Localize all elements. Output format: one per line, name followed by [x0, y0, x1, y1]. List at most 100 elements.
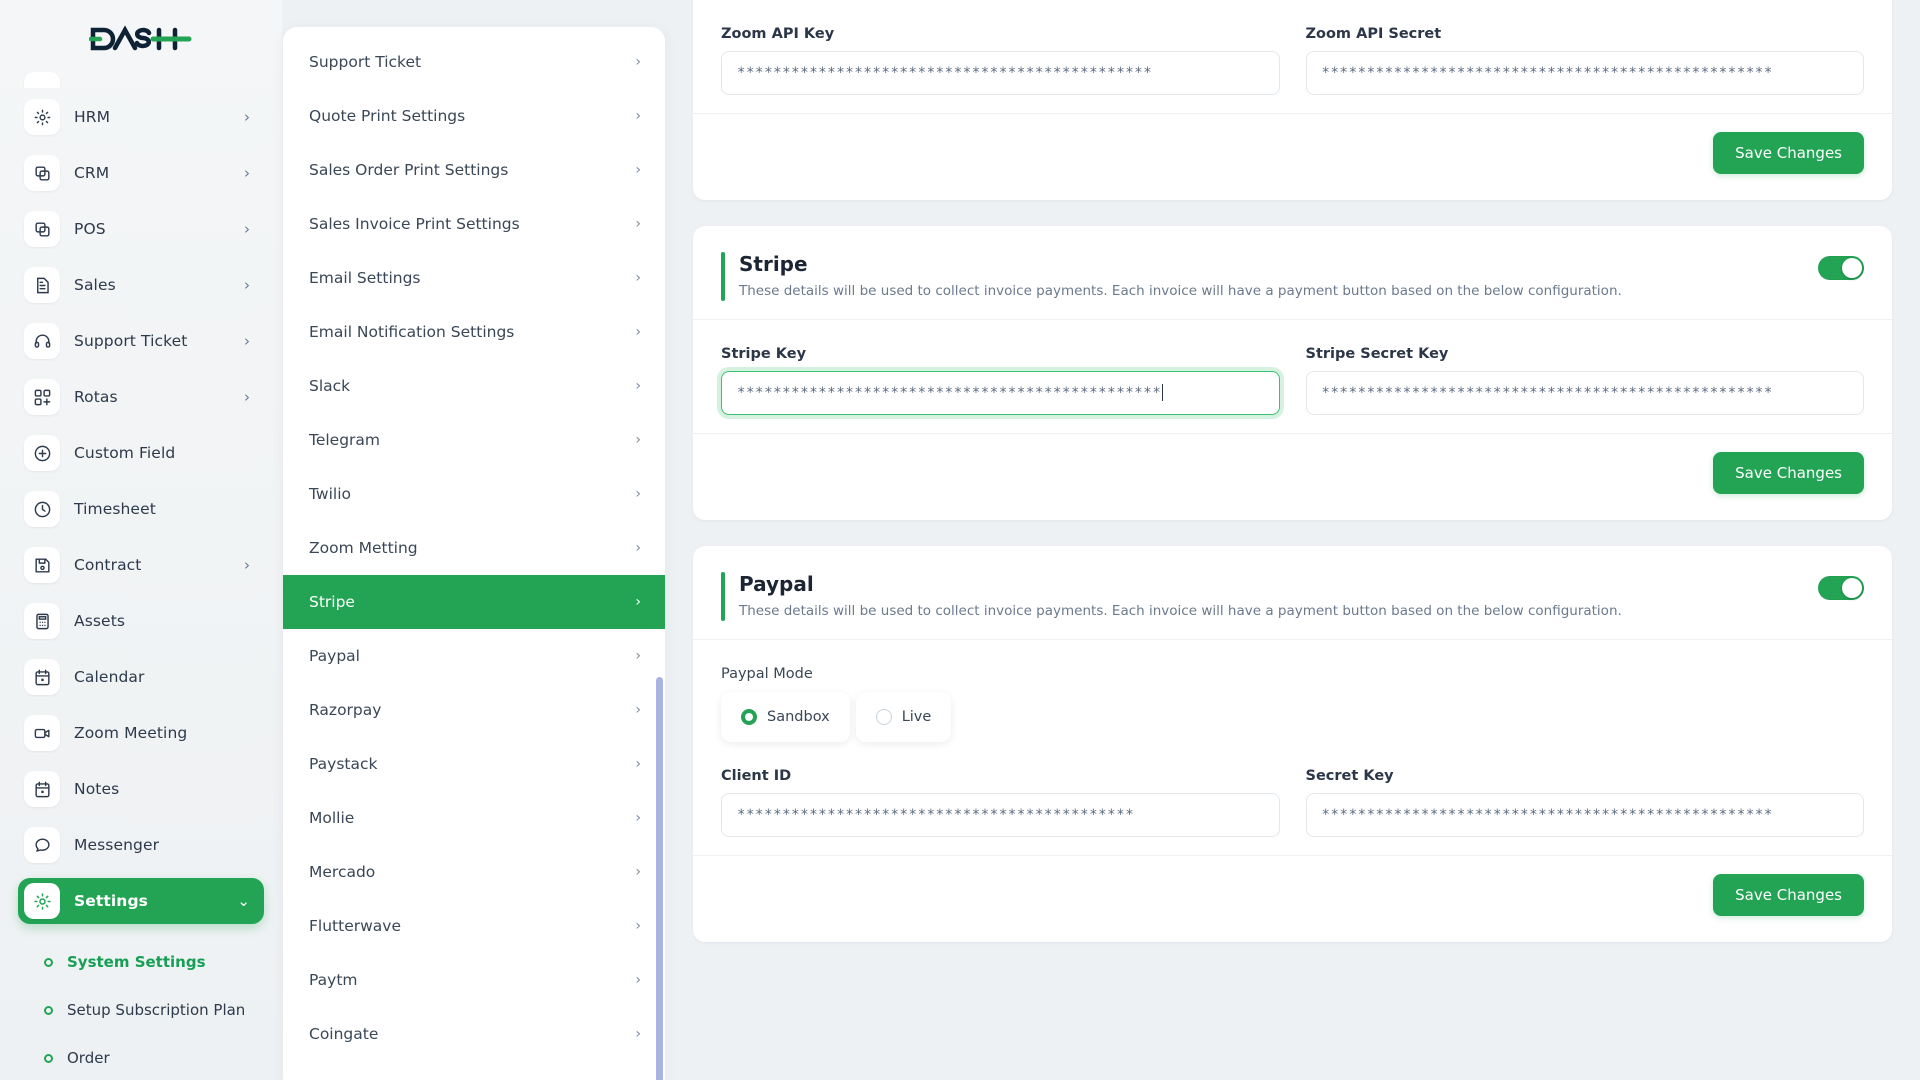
settings-menu-scrollbar[interactable]: [656, 677, 663, 1080]
settings-menu-item-stripe[interactable]: Stripe ›: [283, 575, 665, 629]
settings-menu-item-label: Email Notification Settings: [309, 323, 515, 341]
settings-menu-item-label: Slack: [309, 377, 351, 395]
settings-menu-item-razorpay[interactable]: Razorpay ›: [283, 683, 665, 737]
sidebar-item-custom-field[interactable]: Custom Field: [18, 430, 264, 476]
main-content[interactable]: Zoom API Key ***************************…: [665, 0, 1920, 1080]
settings-menu-item-telegram[interactable]: Telegram ›: [283, 413, 665, 467]
settings-menu-item-label: Paypal: [309, 647, 360, 665]
settings-menu-item-paystack[interactable]: Paystack ›: [283, 737, 665, 791]
zoom-save-changes-button[interactable]: Save Changes: [1713, 132, 1864, 174]
chevron-right-icon: ›: [635, 324, 641, 340]
settings-menu-item-mercado[interactable]: Mercado ›: [283, 845, 665, 899]
stripe-secret-key-input[interactable]: ****************************************…: [1305, 370, 1864, 415]
paypal-form-body: Paypal Mode Sandbox Live Client ID *****…: [693, 640, 1892, 855]
sidebar-item-zoom-meeting[interactable]: Zoom Meeting: [18, 710, 264, 756]
settings-menu-item-support-ticket[interactable]: Support Ticket ›: [283, 35, 665, 89]
sidebar-item-crm[interactable]: CRM ›: [18, 150, 264, 196]
sidebar-item-messenger[interactable]: Messenger: [18, 822, 264, 868]
sidebar-subitem-order[interactable]: Order: [18, 1034, 264, 1080]
settings-menu-item-paypal[interactable]: Paypal ›: [283, 629, 665, 683]
paypal-card-header: Paypal These details will be used to col…: [693, 546, 1892, 639]
plus-circle-icon: [24, 435, 60, 471]
chevron-right-icon: ›: [635, 972, 641, 988]
paypal-settings-card: Paypal These details will be used to col…: [693, 545, 1892, 942]
chevron-right-icon: ›: [635, 702, 641, 718]
sidebar-subitem-setup-subscription-plan[interactable]: Setup Subscription Plan: [18, 986, 264, 1034]
sidebar-item-timesheet[interactable]: Timesheet: [18, 486, 264, 532]
settings-menu-item-zoom-metting[interactable]: Zoom Metting ›: [283, 521, 665, 575]
rotas-icon: [24, 379, 60, 415]
sidebar-item-rotas[interactable]: Rotas ›: [18, 374, 264, 420]
paypal-client-id-input[interactable]: ****************************************…: [721, 792, 1280, 837]
sidebar-item-hrm[interactable]: HRM ›: [18, 94, 264, 140]
chevron-right-icon: ›: [244, 387, 250, 406]
sidebar-nav-scroll[interactable]: HRM › CRM ›: [0, 72, 282, 1080]
chevron-right-icon: ›: [244, 555, 250, 574]
paypal-mode-live-option[interactable]: Live: [855, 691, 952, 742]
settings-menu-item-skrill[interactable]: Skrill ›: [283, 1061, 665, 1080]
zoom-api-key-input[interactable]: ****************************************…: [721, 51, 1280, 95]
text-cursor: [1162, 384, 1164, 402]
sidebar-item-support-ticket[interactable]: Support Ticket ›: [18, 318, 264, 364]
zoom-api-key-group: Zoom API Key ***************************…: [721, 26, 1280, 95]
sidebar-item-sales[interactable]: Sales ›: [18, 262, 264, 308]
paypal-save-changes-button[interactable]: Save Changes: [1713, 873, 1864, 916]
paypal-card-footer: Save Changes: [693, 856, 1892, 942]
sidebar-subitem-label: Order: [67, 1049, 110, 1067]
sidebar-subitem-system-settings[interactable]: System Settings: [18, 938, 264, 986]
settings-menu-item-sales-invoice-print-settings[interactable]: Sales Invoice Print Settings ›: [283, 197, 665, 251]
stripe-form-body: Stripe Key *****************************…: [693, 320, 1892, 433]
settings-menu-item-label: Stripe: [309, 593, 355, 611]
stripe-key-input[interactable]: ****************************************…: [721, 370, 1280, 415]
notes-icon: [24, 771, 60, 807]
stripe-enable-toggle[interactable]: [1818, 256, 1864, 280]
sidebar-item-label: Messenger: [74, 836, 160, 854]
settings-menu-item-email-settings[interactable]: Email Settings ›: [283, 251, 665, 305]
zoom-field-row: Zoom API Key ***************************…: [721, 26, 1864, 95]
sidebar-item-pos[interactable]: POS ›: [18, 206, 264, 252]
sidebar-item-calendar[interactable]: Calendar: [18, 654, 264, 700]
brand-logo[interactable]: [0, 0, 282, 78]
settings-menu-item-twilio[interactable]: Twilio ›: [283, 467, 665, 521]
chevron-right-icon: ›: [635, 648, 641, 664]
settings-menu-item-flutterwave[interactable]: Flutterwave ›: [283, 899, 665, 953]
paypal-mode-sandbox-option[interactable]: Sandbox: [721, 691, 850, 742]
paypal-client-id-group: Client ID ******************************…: [721, 768, 1280, 837]
divider: [693, 638, 1892, 640]
calendar-icon: [24, 659, 60, 695]
settings-menu-item-email-notification-settings[interactable]: Email Notification Settings ›: [283, 305, 665, 359]
settings-menu-item-coingate[interactable]: Coingate ›: [283, 1007, 665, 1061]
settings-menu-item-sales-order-print-settings[interactable]: Sales Order Print Settings ›: [283, 143, 665, 197]
settings-menu-item-label: Sales Invoice Print Settings: [309, 215, 520, 233]
settings-menu-item-mollie[interactable]: Mollie ›: [283, 791, 665, 845]
bullet-icon: [44, 1053, 53, 1063]
divider: [693, 432, 1892, 434]
settings-menu-item-quote-print-settings[interactable]: Quote Print Settings ›: [283, 89, 665, 143]
hrm-icon: [24, 99, 60, 135]
divider: [693, 854, 1892, 856]
settings-menu-item-label: Razorpay: [309, 701, 382, 719]
sidebar-item-assets[interactable]: Assets: [18, 598, 264, 644]
sidebar-item-label: CRM: [74, 164, 110, 182]
paypal-mode-option-label: Sandbox: [767, 708, 830, 725]
settings-menu-item-slack[interactable]: Slack ›: [283, 359, 665, 413]
chevron-right-icon: ›: [635, 54, 641, 70]
zoom-api-secret-group: Zoom API Secret ************************…: [1305, 26, 1864, 95]
sidebar-item-contract[interactable]: Contract ›: [18, 542, 264, 588]
stripe-key-value: ****************************************…: [737, 384, 1162, 401]
chevron-right-icon: ›: [244, 107, 250, 126]
stripe-header-text: Stripe These details will be used to col…: [739, 252, 1818, 301]
sidebar-item-notes[interactable]: Notes: [18, 766, 264, 812]
zoom-api-secret-input[interactable]: ****************************************…: [1305, 51, 1864, 95]
chevron-right-icon: ›: [635, 1026, 641, 1042]
paypal-enable-toggle[interactable]: [1818, 575, 1864, 600]
settings-menu-item-paytm[interactable]: Paytm ›: [283, 953, 665, 1007]
chevron-right-icon: ›: [244, 219, 250, 238]
settings-menu-item-label: Email Settings: [309, 269, 421, 287]
sales-icon: [24, 267, 60, 303]
sidebar-item-settings[interactable]: Settings ⌄: [18, 878, 264, 924]
accent-bar: [721, 571, 725, 621]
stripe-save-changes-button[interactable]: Save Changes: [1713, 451, 1864, 494]
paypal-secret-key-input[interactable]: ****************************************…: [1305, 792, 1864, 837]
